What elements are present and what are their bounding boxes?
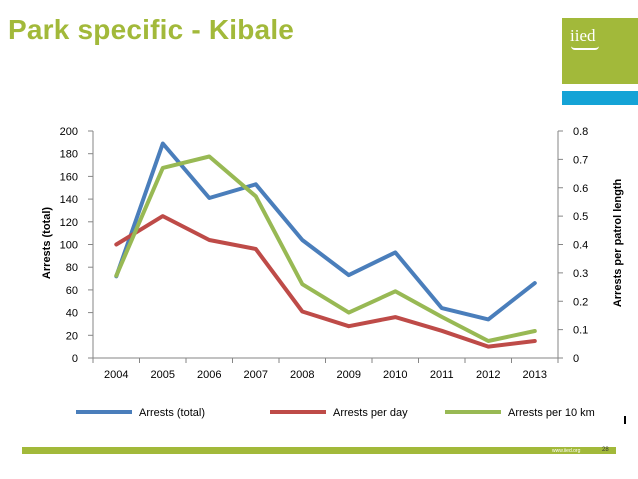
y-right-tick-label: 0.7 [573,154,588,166]
series-line-arrests-per-10-km [114,154,537,343]
footer-url: www.iied.org [552,448,581,454]
y-left-tick-label: 80 [66,262,78,274]
x-tick-label: 2008 [290,369,314,381]
logo-text: iied [570,26,596,45]
y-right-tick-label: 0.2 [573,296,588,308]
y-right-tick-label: 0.6 [573,183,588,195]
accent-bar [562,91,638,105]
footer-bar [22,447,616,454]
x-tick-label: 2004 [104,369,128,381]
y-right-axis-title: Arrests per patrol length [612,179,624,308]
legend-label: Arrests (total) [139,407,205,419]
y-right-tick-label: 0.4 [573,240,588,252]
y-right-tick-label: 0.1 [573,325,588,337]
y-left-tick-label: 120 [60,217,78,229]
y-right-tick-label: 0.8 [573,126,588,138]
x-tick-label: 2009 [337,369,361,381]
x-tick-label: 2010 [383,369,407,381]
y-left-tick-label: 200 [60,126,78,138]
x-tick-label: 2006 [197,369,221,381]
legend-label: Arrests per 10 km [508,407,595,419]
series-line-arrests-total [114,141,537,322]
y-left-tick-label: 0 [72,353,78,365]
series-line-arrests-per-day [114,214,537,349]
y-left-tick-label: 140 [60,194,78,206]
x-tick-label: 2005 [151,369,175,381]
y-left-tick-label: 60 [66,285,78,297]
x-tick-label: 2012 [476,369,500,381]
page-number: 28 [602,447,609,453]
y-right-tick-label: 0 [573,353,579,365]
y-left-tick-label: 40 [66,308,78,320]
y-left-tick-label: 160 [60,171,78,183]
legend-label: Arrests per day [333,407,408,419]
y-right-tick-label: 0.5 [573,211,588,223]
chart-plot-area: 0 20 40 60 80 100 120 140 160 180 200 0 0.1 0.2 0.3 0.4… [60,126,589,381]
y-left-tick-label: 20 [66,330,78,342]
y-left-tick-label: 180 [60,149,78,161]
slide-title: Park specific - Kibale [8,14,295,45]
y-left-tick-label: 100 [60,240,78,252]
x-tick-label: 2013 [523,369,547,381]
x-tick-label: 2011 [430,369,454,381]
chart-legend: Arrests (total) Arrests per day Arrests pe… [76,407,595,419]
y-right-tick-label: 0.3 [573,268,588,280]
x-tick-label: 2007 [244,369,268,381]
logo-swoosh-icon [571,46,599,50]
y-left-axis-title: Arrests (total) [41,207,53,279]
iied-logo: iied [562,18,638,84]
divider-mark [624,416,626,424]
